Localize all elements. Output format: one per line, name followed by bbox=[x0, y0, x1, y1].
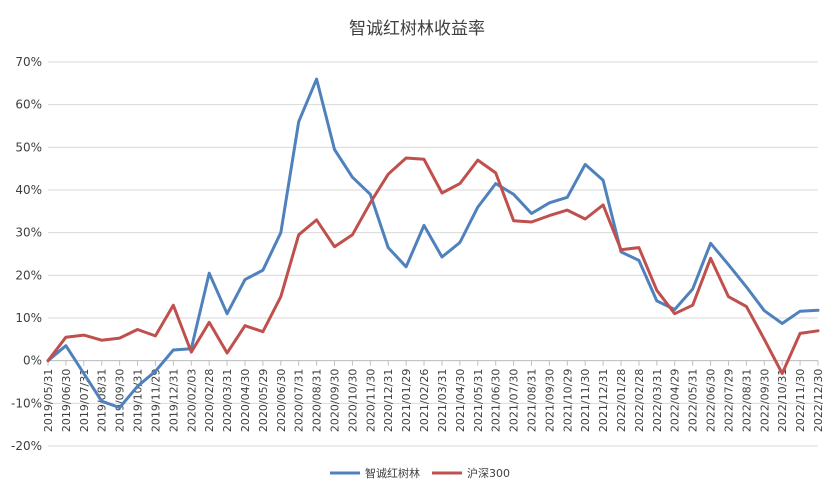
x-tick-label: 2021/01/29 bbox=[400, 369, 413, 432]
x-tick-label: 2022/08/31 bbox=[740, 369, 753, 432]
x-tick-label: 2019/11/29 bbox=[149, 369, 162, 432]
x-tick-label: 2020/06/30 bbox=[275, 369, 288, 432]
y-tick-label: 20% bbox=[15, 268, 42, 282]
x-tick-label: 2022/03/31 bbox=[651, 369, 664, 432]
x-tick-label: 2021/07/30 bbox=[508, 369, 521, 432]
x-axis-ticks: 2019/05/31 2019/06/30 2019/07/31 2019/08/31… bbox=[42, 360, 825, 432]
y-tick-label: 10% bbox=[15, 311, 42, 325]
x-tick-label: 2022/09/30 bbox=[758, 369, 771, 432]
x-tick-label: 2021/06/30 bbox=[490, 369, 503, 432]
x-tick-label: 2019/07/31 bbox=[78, 369, 91, 432]
x-tick-label: 2021/11/30 bbox=[579, 369, 592, 432]
x-tick-label: 2020/12/31 bbox=[382, 369, 395, 432]
x-tick-label: 2020/02/28 bbox=[203, 369, 216, 432]
x-tick-label: 2022/02/28 bbox=[633, 369, 646, 432]
gridlines bbox=[48, 61, 818, 447]
y-tick-label: 0% bbox=[23, 354, 42, 368]
y-tick-label: 70% bbox=[15, 55, 42, 69]
x-tick-label: 2021/08/31 bbox=[525, 369, 538, 432]
x-tick-label: 2022/06/30 bbox=[705, 369, 718, 432]
y-tick-label: -20% bbox=[11, 439, 42, 453]
x-tick-label: 2022/04/29 bbox=[669, 369, 682, 432]
x-tick-label: 2020/10/30 bbox=[346, 369, 359, 432]
y-tick-label: 50% bbox=[15, 140, 42, 154]
x-tick-label: 2021/10/29 bbox=[561, 369, 574, 432]
x-tick-label: 2020/02/03 bbox=[185, 369, 198, 432]
x-tick-label: 2021/05/31 bbox=[472, 369, 485, 432]
x-tick-label: 2019/09/30 bbox=[114, 369, 127, 432]
x-tick-label: 2019/05/31 bbox=[42, 369, 55, 432]
series-line-0 bbox=[46, 77, 820, 410]
x-tick-label: 2020/09/30 bbox=[329, 369, 342, 432]
y-tick-label: 60% bbox=[15, 98, 42, 112]
x-tick-label: 2022/11/30 bbox=[794, 369, 807, 432]
legend: 智诚红树林 沪深300 bbox=[330, 466, 510, 480]
y-tick-label: 30% bbox=[15, 226, 42, 240]
series-lines bbox=[46, 77, 820, 410]
x-tick-label: 2021/03/31 bbox=[436, 369, 449, 432]
y-tick-label: -10% bbox=[11, 396, 42, 410]
x-tick-label: 2019/10/31 bbox=[132, 369, 145, 432]
chart-title: 智诚红树林收益率 bbox=[349, 19, 485, 39]
x-tick-label: 2022/05/31 bbox=[687, 369, 700, 432]
x-tick-label: 2022/12/30 bbox=[812, 369, 825, 432]
series-line-1 bbox=[46, 156, 820, 375]
x-tick-label: 2020/03/31 bbox=[221, 369, 234, 432]
x-tick-label: 2020/05/29 bbox=[257, 369, 270, 432]
x-tick-label: 2022/10/31 bbox=[776, 369, 789, 432]
y-tick-label: 40% bbox=[15, 183, 42, 197]
legend-label-0: 智诚红树林 bbox=[365, 466, 420, 480]
x-tick-label: 2020/11/30 bbox=[364, 369, 377, 432]
x-tick-label: 2020/07/31 bbox=[293, 369, 306, 432]
x-tick-label: 2020/08/31 bbox=[311, 369, 324, 432]
x-tick-label: 2021/09/30 bbox=[543, 369, 556, 432]
x-tick-label: 2022/01/28 bbox=[615, 369, 628, 432]
y-axis-ticks: -20% -10% 0% 10% 20% 30% 40% 50% 60% 70% bbox=[11, 55, 42, 453]
x-tick-label: 2020/04/30 bbox=[239, 369, 252, 432]
x-tick-label: 2019/12/31 bbox=[167, 369, 180, 432]
x-tick-label: 2021/04/30 bbox=[454, 369, 467, 432]
x-tick-label: 2021/12/31 bbox=[597, 369, 610, 432]
x-tick-label: 2019/06/30 bbox=[60, 369, 73, 432]
x-tick-label: 2021/02/26 bbox=[418, 369, 431, 432]
x-tick-label: 2022/07/29 bbox=[722, 369, 735, 432]
legend-label-1: 沪深300 bbox=[467, 466, 510, 480]
